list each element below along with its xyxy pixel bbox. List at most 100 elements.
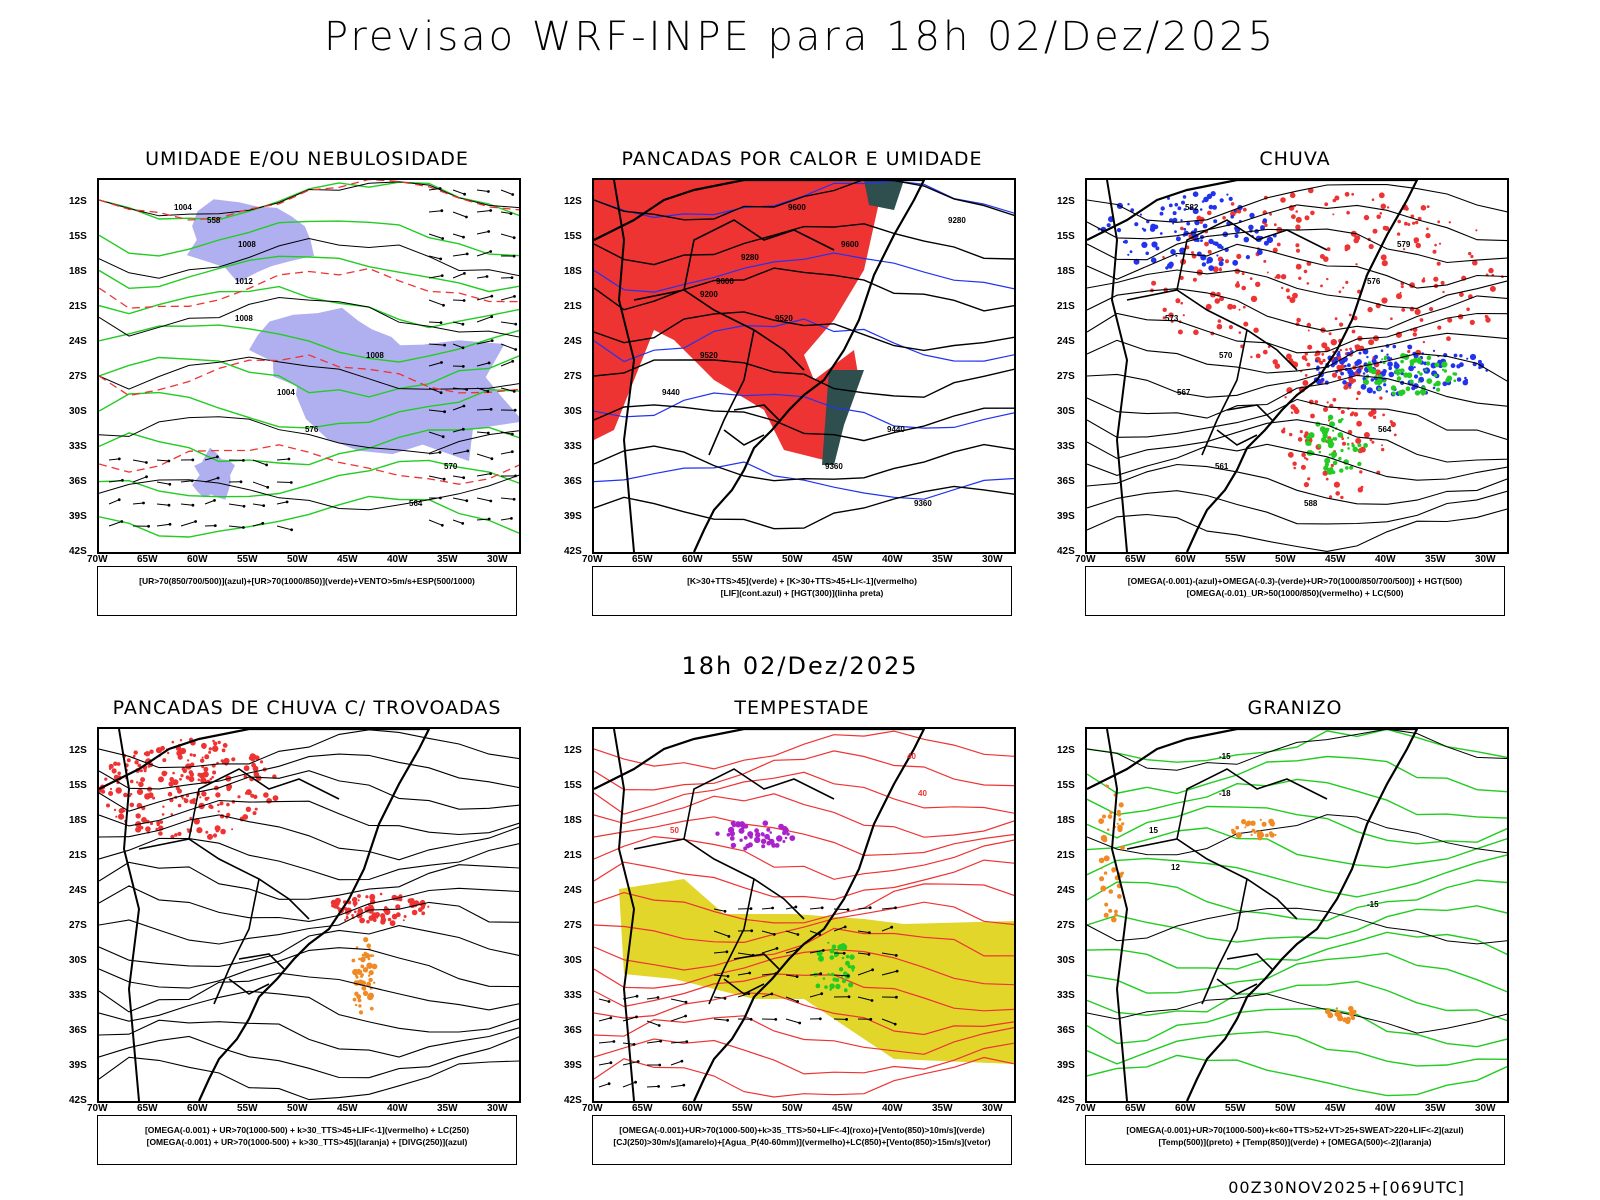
thunderstorm-area: [138, 781, 144, 788]
contour-line: [594, 901, 1014, 944]
rain-area: [1396, 232, 1401, 236]
contour-line: [1087, 755, 1507, 795]
contour-line: [594, 252, 1014, 293]
longitude-label: 60W: [187, 1103, 208, 1114]
omega-strong-area: [1326, 468, 1333, 475]
rain-area: [1330, 339, 1337, 346]
severe-storm-area: [789, 835, 796, 841]
rain-area: [1227, 303, 1234, 310]
rain-area: [1295, 216, 1302, 223]
thunderstorm-area-orange: [355, 946, 359, 949]
omega-500-area: [1244, 826, 1247, 829]
wind-vector: [108, 521, 122, 527]
rain-area: [1412, 221, 1416, 225]
longitude-label: 55W: [732, 1103, 753, 1114]
longitude-label: 35W: [1425, 554, 1446, 565]
wind-vector: [785, 996, 798, 1002]
severe-storm-area: [715, 831, 720, 836]
rain-area: [1236, 281, 1240, 284]
thunderstorm-area: [180, 774, 184, 778]
rain-area: [1310, 413, 1315, 419]
rain-area: [1343, 384, 1349, 390]
thunderstorm-area: [135, 813, 141, 819]
thunderstorm-area: [202, 745, 206, 749]
wind-vector: [646, 1020, 660, 1026]
rain-area: [1300, 464, 1306, 470]
omega-500-area: [1348, 1005, 1354, 1012]
omega-strong-area: [1320, 426, 1325, 431]
omega-area: [1194, 228, 1198, 232]
wind-vector-head: [438, 451, 442, 454]
thunderstorm-area: [135, 826, 142, 833]
rain-area: [1295, 243, 1300, 248]
omega-500-area: [1259, 818, 1262, 821]
omega-strong-area: [1370, 368, 1377, 375]
wind-vector: [476, 340, 493, 345]
rain-area: [1379, 212, 1383, 215]
latitude-label: 24S: [69, 885, 87, 896]
contour-label: 582: [1185, 203, 1199, 212]
rain-area: [1386, 206, 1390, 209]
wind-vector: [180, 521, 196, 527]
contour-label: 570: [444, 462, 458, 471]
state-borders: [633, 768, 835, 1005]
rain-area: [1179, 275, 1184, 280]
rain-area: [1422, 340, 1426, 344]
wind-vector: [228, 525, 244, 528]
longitude-label: 65W: [632, 1103, 653, 1114]
rain-area: [1332, 213, 1335, 216]
latitude-label: 42S: [69, 1095, 87, 1106]
omega-strong-area: [1426, 355, 1432, 361]
thunderstorm-area: [213, 741, 218, 746]
omega-area: [1347, 363, 1351, 368]
omega-area: [1386, 353, 1389, 356]
omega-strong-area: [1433, 373, 1438, 378]
wind-vector-head: [893, 1022, 897, 1026]
andes-border: [613, 729, 636, 1101]
longitude-label: 30W: [982, 1103, 1003, 1114]
rain-area: [1421, 278, 1426, 283]
wind-vector-head: [490, 294, 494, 298]
omega-area: [1336, 352, 1341, 357]
rain-area: [1332, 198, 1337, 203]
rain-area: [1228, 325, 1233, 330]
rain-area: [1307, 477, 1311, 481]
thunderstorm-area: [208, 747, 212, 751]
panel-title: GRANIZO: [1247, 697, 1343, 719]
thunderstorm-area: [172, 771, 175, 775]
latitude-label: 24S: [564, 336, 582, 347]
omega-strong-area: [1417, 380, 1421, 383]
thunderstorm-area: [175, 786, 180, 791]
thunderstorm-area-orange: [361, 953, 365, 957]
longitude-label: 30W: [487, 1103, 508, 1114]
rain-area: [1340, 495, 1344, 500]
contour-line: [594, 859, 1014, 901]
rain-area: [1359, 470, 1363, 474]
wind-vector-head: [442, 477, 446, 481]
longitude-label: 45W: [832, 554, 853, 565]
wind-vector-head: [511, 359, 515, 363]
wind-vector: [713, 951, 727, 954]
wind-vector-head: [819, 972, 823, 976]
wind-vector-head: [216, 476, 220, 480]
humidity-shade: [192, 447, 235, 500]
severe-storm-area: [782, 826, 788, 831]
thunderstorm-area: [186, 759, 190, 762]
wind-vector-head: [895, 969, 899, 973]
wind-vector: [428, 387, 442, 394]
rain-area: [1263, 259, 1267, 263]
rain-area: [1382, 413, 1385, 417]
omega-area: [1356, 359, 1362, 365]
contour-line: [99, 459, 519, 498]
wind-vector: [452, 450, 468, 455]
longitude-label: 70W: [1075, 554, 1096, 565]
rain-area: [1348, 378, 1355, 385]
thunderstorm-area: [357, 894, 361, 898]
rain-area: [1293, 466, 1296, 470]
map-panel: 1004 1008 1012 1008 1008 1004 576 570 564 558: [97, 178, 521, 554]
contour-line: [594, 443, 1014, 482]
omega-strong-area: [1366, 362, 1373, 370]
omega-area: [1221, 258, 1224, 262]
thunderstorm-area-orange: [356, 994, 362, 1000]
omega-area: [1175, 254, 1178, 257]
